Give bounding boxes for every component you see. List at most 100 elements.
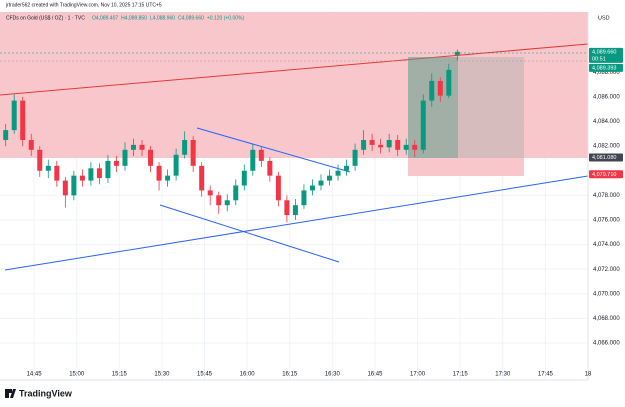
candle-body xyxy=(37,149,43,171)
candle-body xyxy=(156,165,162,181)
candle-body xyxy=(88,168,94,181)
candle-body xyxy=(11,100,17,131)
candle-body xyxy=(267,160,273,176)
y-tick-label: 4,088.000 xyxy=(593,70,620,76)
candle-body xyxy=(148,149,154,166)
position-range xyxy=(458,57,524,158)
candle-body xyxy=(224,200,230,206)
candle-body xyxy=(318,180,324,186)
candle-body xyxy=(105,160,111,179)
x-tick-label: 15:00 xyxy=(69,372,85,378)
trend-line xyxy=(0,43,589,96)
x-tick-label: 16:00 xyxy=(240,372,256,378)
candle-body xyxy=(79,175,85,181)
candle-body xyxy=(386,139,392,148)
candle-body xyxy=(344,165,350,171)
y-tick-label: 4,074.000 xyxy=(593,242,620,248)
candle-body xyxy=(429,80,435,101)
x-tick-label: 17:00 xyxy=(410,372,426,378)
price-label-box xyxy=(589,47,623,63)
x-tick-label: 15:15 xyxy=(112,372,128,378)
candle-body xyxy=(403,144,409,150)
x-tick-label: 14:45 xyxy=(27,372,43,378)
candle-body xyxy=(454,51,460,55)
candle-body xyxy=(241,170,247,186)
candle-body xyxy=(71,175,77,196)
candle-body xyxy=(446,69,452,96)
candle-body xyxy=(54,165,60,181)
price-label: 4,089.393 xyxy=(592,65,616,71)
candle-body xyxy=(378,144,384,148)
plot-area xyxy=(0,12,589,380)
candle-body xyxy=(28,139,34,150)
credit: jrtrader562 created with TradingView.com… xyxy=(5,2,162,8)
candle-body xyxy=(199,165,205,191)
x-tick-label: 16:30 xyxy=(325,372,341,378)
symbol: CFDs on Gold (US$ / OZ) · 1 · TVC xyxy=(6,15,85,21)
price-label-box xyxy=(589,63,623,72)
x-tick-label: 16:45 xyxy=(367,372,383,378)
y-tick-label: 4,078.000 xyxy=(593,193,620,199)
logo: TradingView xyxy=(5,388,73,398)
x-tick-label: 16:15 xyxy=(282,372,298,378)
x-tick-label: 17:30 xyxy=(495,372,511,378)
candle-body xyxy=(369,139,375,145)
y-tick-label: 4,082.000 xyxy=(593,144,620,150)
price-label: 4,081.080 xyxy=(592,155,616,161)
y-tick-label: 4,072.000 xyxy=(593,267,620,273)
logo-icon xyxy=(5,389,16,398)
trend-line xyxy=(196,127,351,173)
candle-body xyxy=(182,139,188,155)
candle-body xyxy=(437,80,443,96)
candle-body xyxy=(233,185,239,201)
y-tick-label: 4,086.000 xyxy=(593,94,620,100)
x-tick-label: 15:30 xyxy=(154,372,170,378)
price-label-box xyxy=(589,153,623,162)
candle-body xyxy=(20,100,26,140)
y-tick-label: 4,070.000 xyxy=(593,291,620,297)
candle-body xyxy=(190,139,196,166)
trend-line xyxy=(4,175,589,271)
candle-body xyxy=(301,190,307,206)
candle-body xyxy=(292,205,298,216)
candle-body xyxy=(361,139,367,150)
candle-body xyxy=(284,200,290,216)
resistance-zone xyxy=(0,12,588,158)
candle-body xyxy=(275,175,281,201)
candle-body xyxy=(113,160,119,166)
price-countdown: 00:51 xyxy=(592,56,606,62)
y-tick-label: 4,076.000 xyxy=(593,218,620,224)
ohlc-value: C4,089.660 xyxy=(178,15,204,21)
trend-line xyxy=(159,204,340,263)
candle-body xyxy=(420,100,426,150)
candle-body xyxy=(131,144,137,150)
candle-body xyxy=(335,170,341,176)
logo-text: TradingView xyxy=(19,388,73,398)
candle-body xyxy=(207,190,213,196)
candle-body xyxy=(327,175,333,181)
ohlc-value: O4,089.407 xyxy=(92,15,118,21)
y-tick-label: 4,084.000 xyxy=(593,119,620,125)
price-label-box xyxy=(589,170,623,179)
x-tick-label: 17:15 xyxy=(453,372,469,378)
ohlc-value: L4,088.960 xyxy=(150,15,175,21)
candle-body xyxy=(352,149,358,166)
price-label: 4,079.710 xyxy=(592,172,616,178)
ohlc-value: +0.120 (+0.00%) xyxy=(207,15,245,21)
price-label: 4,089.660 xyxy=(592,49,616,55)
candle-body xyxy=(173,154,179,176)
candle-body xyxy=(3,130,9,140)
candle-body xyxy=(258,149,264,161)
candle-body xyxy=(216,195,222,206)
candle-body xyxy=(96,168,102,179)
ohlc-value: H4,089.850 xyxy=(121,15,147,21)
candle-body xyxy=(62,180,68,196)
x-tick-label: 15:45 xyxy=(197,372,213,378)
candle-body xyxy=(250,149,256,171)
candle-body xyxy=(309,185,315,191)
candle-body xyxy=(412,144,418,150)
y-tick-label: 4,068.000 xyxy=(593,316,620,322)
currency: USD xyxy=(598,15,610,21)
candle-body xyxy=(139,144,145,150)
x-tick-label: 18 xyxy=(585,372,592,378)
